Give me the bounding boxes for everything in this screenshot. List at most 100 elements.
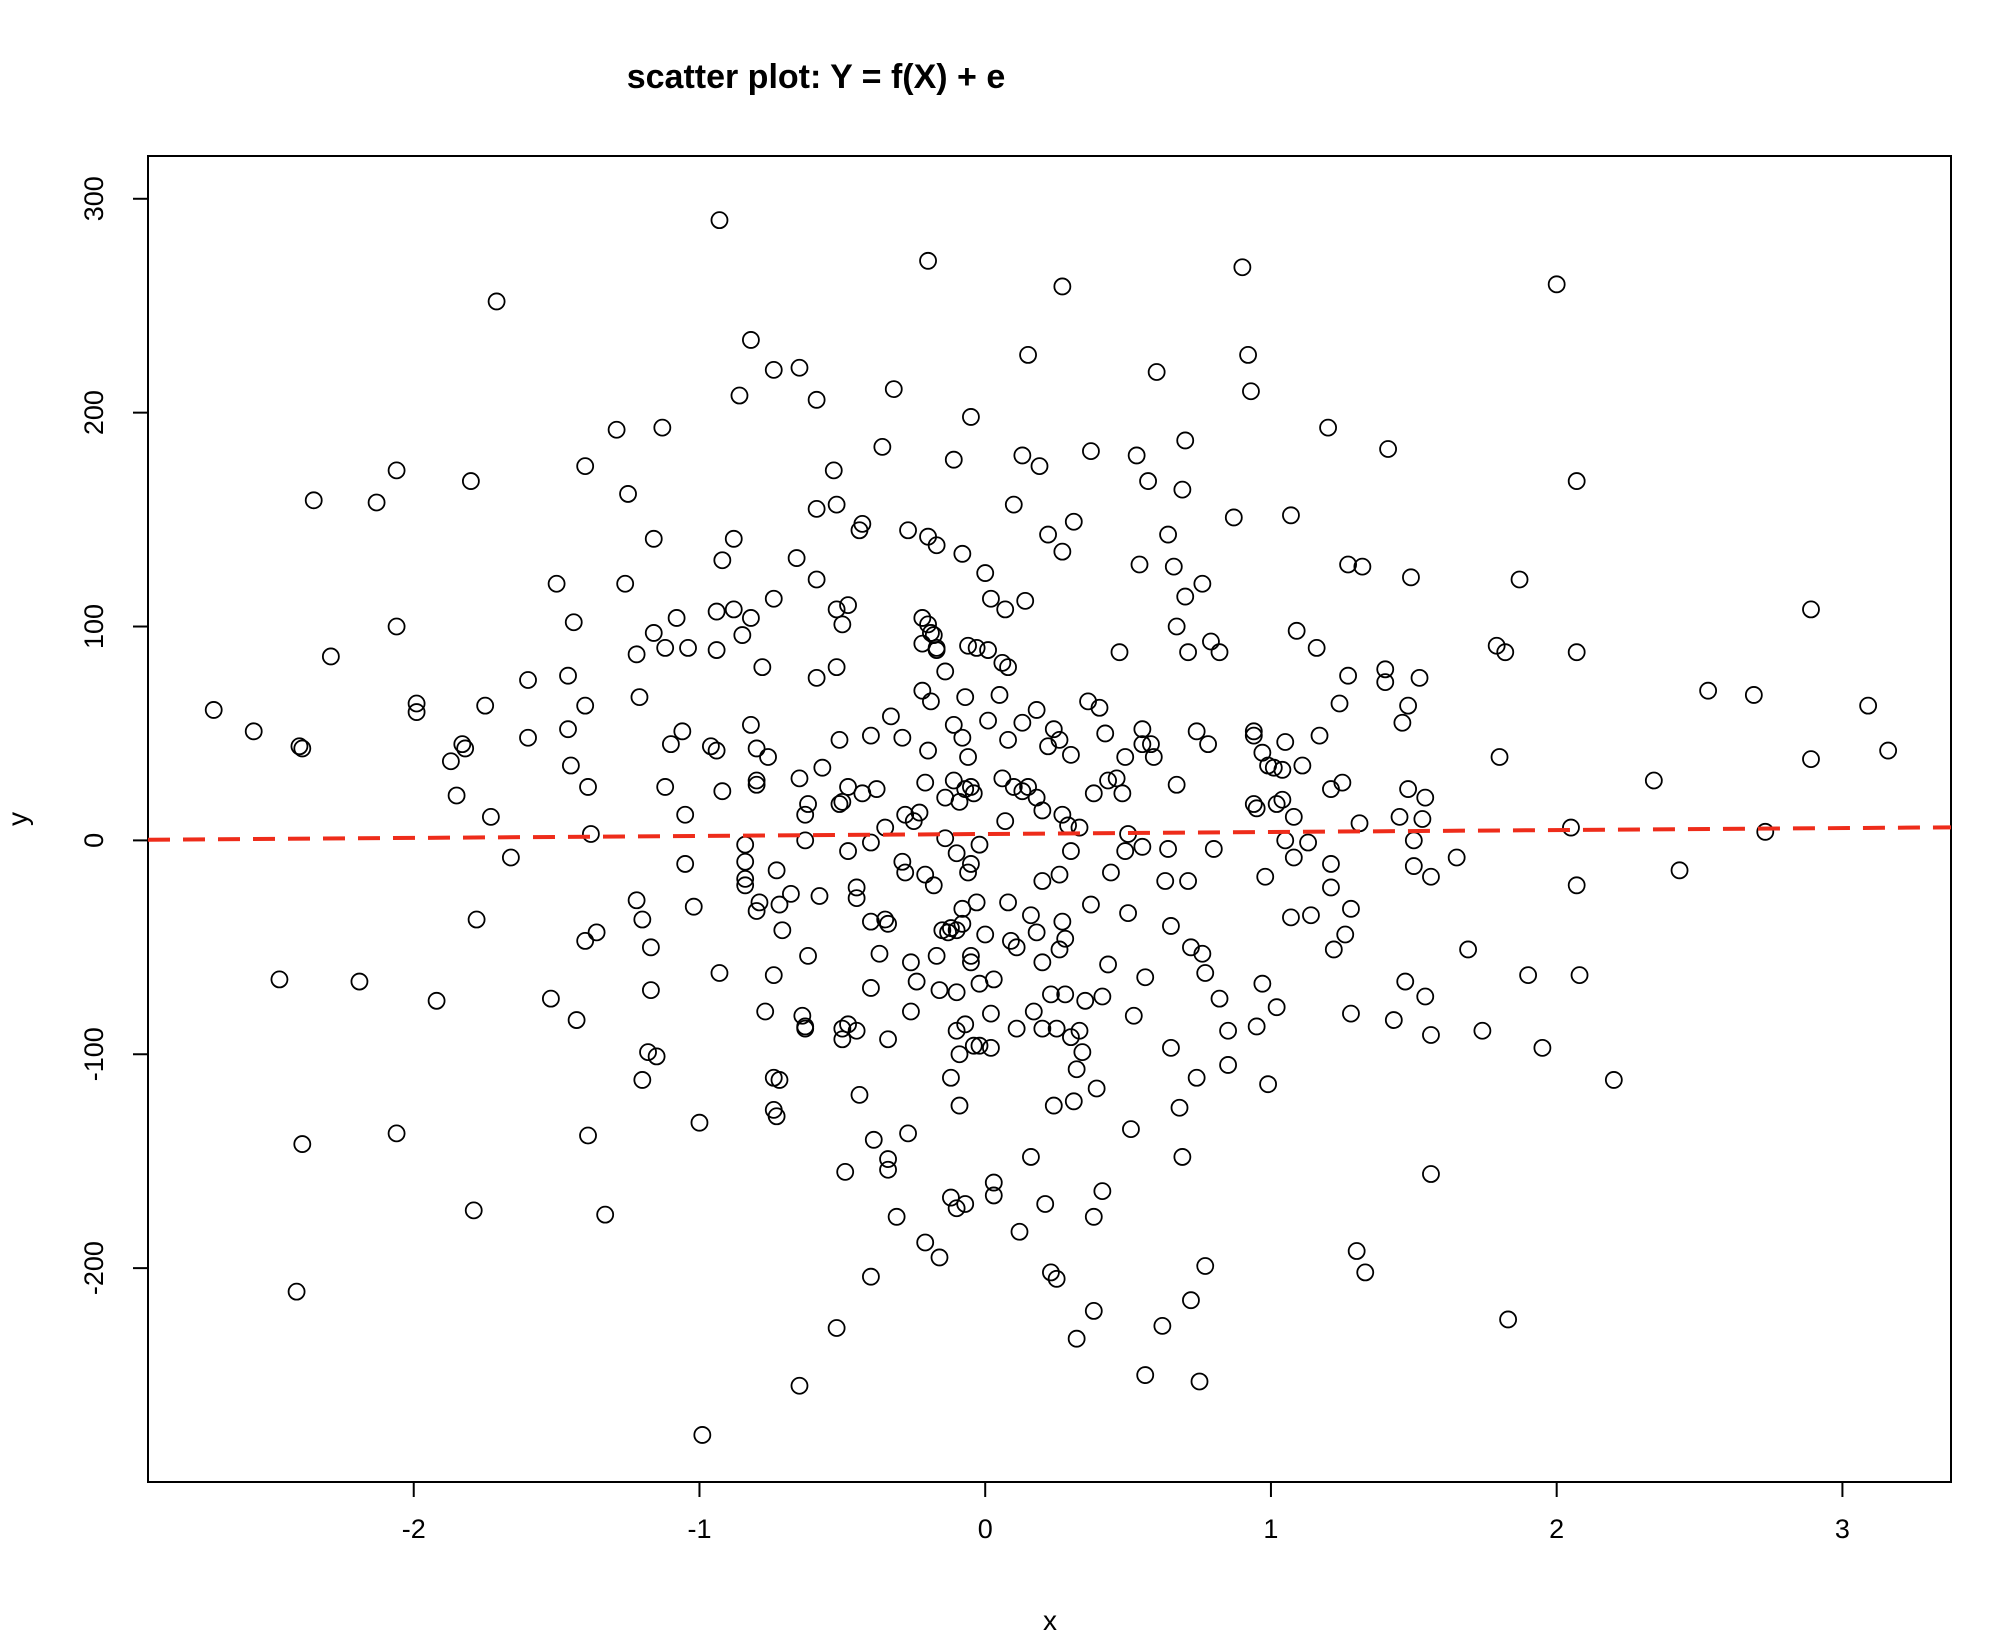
data-point <box>1027 701 1046 719</box>
data-point <box>764 966 783 985</box>
data-point <box>1019 778 1037 796</box>
data-point <box>1193 944 1212 963</box>
data-point <box>1062 745 1080 764</box>
data-point <box>827 1319 846 1337</box>
data-point <box>653 418 672 437</box>
data-point <box>984 1173 1003 1192</box>
data-point <box>1056 985 1075 1004</box>
data-point <box>702 737 720 756</box>
data-point <box>387 461 406 480</box>
data-point <box>633 910 652 929</box>
data-point <box>796 1019 815 1038</box>
data-point <box>676 805 695 824</box>
y-axis-label: y <box>2 812 33 826</box>
data-point <box>947 921 966 940</box>
data-point <box>1219 1021 1237 1040</box>
data-point <box>993 769 1012 788</box>
y-tick-label: 100 <box>79 604 109 649</box>
data-point <box>736 852 755 871</box>
data-point <box>1273 760 1292 779</box>
data-point <box>1013 446 1032 465</box>
data-point <box>1196 1257 1215 1275</box>
data-point <box>567 1011 586 1029</box>
data-point <box>1376 673 1395 692</box>
data-point <box>1044 720 1063 739</box>
data-point <box>1033 1019 1052 1038</box>
data-point <box>996 812 1015 831</box>
data-point <box>1050 730 1069 749</box>
data-point <box>936 829 955 848</box>
data-point <box>916 1233 935 1252</box>
data-point <box>710 964 729 982</box>
data-point <box>1416 987 1435 1006</box>
data-point <box>481 807 500 826</box>
data-point <box>830 730 849 749</box>
data-point <box>1053 542 1072 561</box>
data-point <box>1390 807 1409 826</box>
data-point <box>962 408 980 426</box>
data-point <box>1244 795 1263 813</box>
data-point <box>964 784 983 803</box>
data-point <box>1093 1182 1112 1201</box>
x-axis-label: x <box>1043 1605 1057 1636</box>
data-point <box>1276 733 1295 751</box>
data-point <box>1082 895 1100 914</box>
data-point <box>747 771 766 790</box>
data-point <box>1490 748 1509 766</box>
data-point <box>839 596 857 615</box>
data-point <box>244 722 263 741</box>
x-tick-label: 3 <box>1835 1514 1850 1544</box>
data-point <box>519 671 537 689</box>
data-point <box>1013 713 1032 732</box>
data-point <box>796 831 815 850</box>
data-point <box>1510 570 1529 589</box>
data-point <box>1084 1207 1103 1226</box>
data-point <box>1179 643 1197 662</box>
data-point <box>579 1126 597 1145</box>
data-point <box>947 844 966 863</box>
data-point <box>1007 1019 1026 1038</box>
data-point <box>1156 872 1175 890</box>
data-point <box>922 692 940 711</box>
data-point <box>1173 480 1192 499</box>
data-point <box>270 970 289 989</box>
data-point <box>962 946 980 965</box>
data-point <box>1447 848 1466 867</box>
data-point <box>1422 1165 1440 1183</box>
data-point <box>999 658 1017 677</box>
y-tick-label: 300 <box>79 176 109 221</box>
data-point <box>304 491 323 510</box>
data-point <box>853 514 872 533</box>
data-point <box>501 848 520 867</box>
data-point <box>1067 1060 1086 1079</box>
data-point <box>456 739 475 758</box>
data-point <box>984 970 1003 989</box>
data-point <box>519 728 537 747</box>
data-point <box>1133 837 1152 856</box>
data-point <box>1142 735 1160 754</box>
data-point <box>1019 345 1037 364</box>
data-point <box>790 769 809 788</box>
data-point <box>576 457 595 476</box>
data-point <box>1276 831 1295 850</box>
data-point <box>630 688 649 706</box>
data-point <box>1113 784 1132 803</box>
data-point <box>541 989 560 1008</box>
data-point <box>1042 985 1060 1004</box>
data-point <box>581 825 600 843</box>
data-point <box>787 549 806 567</box>
data-point <box>407 703 426 721</box>
data-point <box>982 1004 1000 1023</box>
data-point <box>1282 506 1300 525</box>
data-point <box>619 485 637 503</box>
data-point <box>1022 906 1040 925</box>
data-point <box>707 602 726 621</box>
data-point <box>576 932 595 950</box>
data-point <box>770 895 789 914</box>
data-point <box>927 641 946 659</box>
data-point <box>790 358 809 377</box>
data-point <box>1007 938 1026 957</box>
data-point <box>742 609 760 627</box>
data-point <box>1162 917 1180 935</box>
data-point <box>979 711 997 730</box>
